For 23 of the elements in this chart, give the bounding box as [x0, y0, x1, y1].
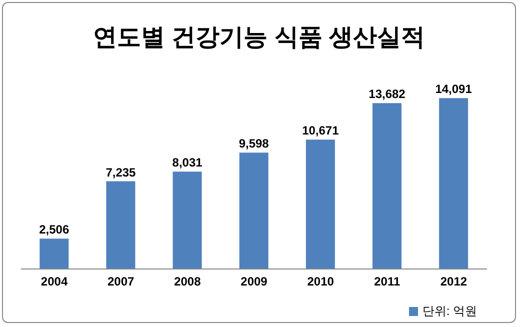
data-label: 8,031: [172, 156, 203, 170]
legend-label: 단위: 억원: [422, 304, 477, 318]
x-tick-label: 2010: [307, 274, 334, 289]
x-tick-label: 2004: [40, 274, 68, 289]
bar: [239, 152, 268, 269]
data-label: 14,091: [435, 82, 472, 96]
x-tick-label: 2011: [374, 274, 400, 289]
bar: [439, 98, 468, 269]
x-tick-label: 2007: [108, 274, 135, 289]
data-label: 7,235: [106, 165, 136, 180]
bar: [306, 140, 335, 269]
x-tick-label: 2012: [440, 274, 468, 289]
bar: [372, 103, 402, 269]
bar: [172, 172, 202, 269]
bar: [40, 238, 69, 269]
chart-title: 연도별 건강기능 식품 생산실적: [92, 23, 426, 53]
x-tick-label: 2009: [240, 274, 268, 289]
data-label: 2,506: [39, 222, 70, 237]
x-tick-label: 2008: [174, 274, 202, 289]
data-label: 9,598: [238, 136, 270, 151]
data-label: 10,671: [302, 124, 340, 138]
data-label: 13,682: [368, 87, 406, 102]
bar: [106, 181, 136, 269]
